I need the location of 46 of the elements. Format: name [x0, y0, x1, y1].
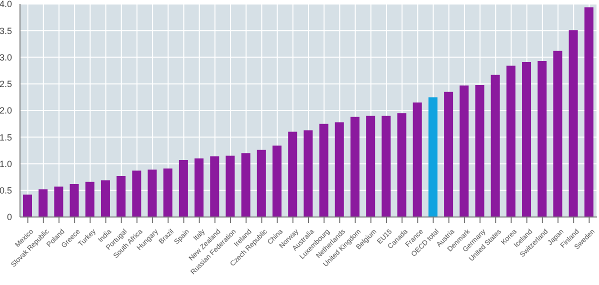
y-tick-label: 4.0	[0, 0, 12, 10]
bar	[522, 62, 532, 217]
bar	[194, 158, 204, 217]
y-tick-label: 2.0	[0, 106, 12, 116]
bar	[584, 7, 594, 217]
bar	[475, 84, 484, 217]
bar	[241, 153, 250, 217]
y-tick-label: 3.0	[0, 52, 12, 62]
bar	[553, 50, 562, 217]
bar	[460, 85, 469, 217]
y-tick-label: 2.5	[0, 79, 12, 90]
y-tick-label: 3.5	[0, 26, 12, 36]
bar	[85, 182, 94, 217]
bar	[23, 194, 32, 217]
bar	[210, 156, 220, 217]
bar	[382, 116, 391, 217]
bar	[132, 170, 142, 217]
bar	[350, 116, 360, 217]
bar	[304, 130, 313, 217]
bar	[490, 74, 500, 217]
bar	[70, 184, 79, 217]
bar	[163, 168, 172, 217]
y-tick-label: 1.0	[0, 158, 12, 169]
bar	[54, 186, 64, 217]
y-tick-label: 0.5	[0, 186, 12, 196]
bar	[319, 124, 328, 217]
bar	[178, 160, 188, 217]
bar	[506, 66, 516, 217]
bar	[444, 92, 454, 217]
y-tick-label: 0	[6, 212, 12, 222]
bar	[256, 150, 266, 217]
bar	[334, 122, 344, 217]
bar	[397, 113, 406, 217]
bar	[272, 146, 282, 217]
bar	[288, 132, 298, 217]
bar	[568, 30, 578, 217]
bar	[116, 176, 126, 217]
bar	[38, 189, 48, 217]
bar	[428, 97, 438, 217]
bar	[100, 180, 110, 217]
y-tick-label: 1.5	[0, 132, 12, 142]
bar	[148, 170, 157, 217]
bar	[412, 102, 422, 217]
bar	[538, 60, 547, 217]
bar	[366, 116, 376, 217]
bar	[226, 156, 235, 217]
